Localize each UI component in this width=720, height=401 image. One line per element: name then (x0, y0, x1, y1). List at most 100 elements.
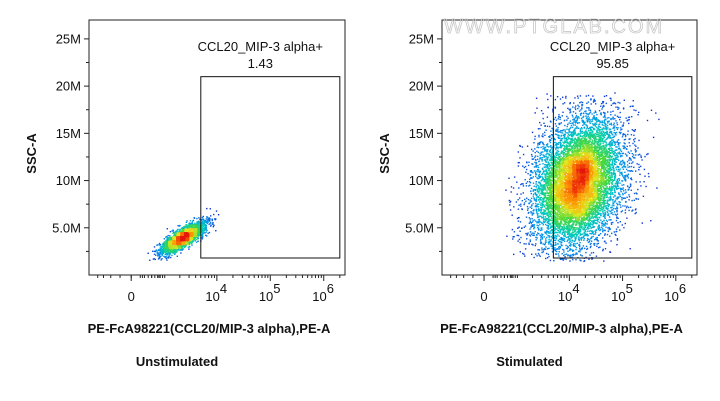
event-dot (537, 205, 539, 208)
event-dot (520, 205, 522, 207)
event-dot (535, 181, 537, 183)
event-dot (590, 99, 592, 101)
event-dot (607, 111, 609, 113)
gate-rectangle[interactable] (200, 76, 341, 259)
event-dot (622, 133, 624, 136)
event-dot (188, 243, 190, 245)
event-dot (614, 158, 616, 161)
event-dot (621, 152, 623, 155)
event-dot (620, 156, 622, 158)
event-dot (206, 216, 208, 218)
event-dot (201, 224, 203, 226)
event-dot (168, 243, 170, 245)
event-dot (608, 143, 610, 145)
event-dot (544, 248, 547, 250)
event-dot (160, 247, 162, 250)
event-dot (529, 228, 531, 230)
event-dot (606, 133, 609, 135)
event-dot (640, 165, 642, 168)
event-dot (633, 166, 635, 168)
event-dot (585, 123, 587, 126)
event-dot (159, 249, 161, 252)
event-dot (593, 220, 595, 223)
event-dot (550, 139, 552, 141)
event-dot (592, 95, 594, 97)
event-dot (188, 248, 190, 250)
event-dot (179, 242, 181, 244)
event-dot (575, 127, 577, 130)
event-dot (551, 226, 553, 228)
event-dot (203, 229, 205, 232)
event-dot (530, 225, 533, 227)
event-dot (539, 170, 542, 173)
event-dot (161, 258, 163, 260)
event-dot (582, 116, 584, 119)
event-dot (566, 253, 568, 255)
event-dot (195, 238, 198, 241)
event-dot (626, 155, 628, 157)
event-dot (579, 242, 581, 244)
event-dot (629, 185, 632, 188)
x-tick-label: 10 (205, 289, 219, 304)
event-dot (537, 128, 540, 130)
event-dot (617, 166, 619, 168)
event-dot (171, 238, 173, 241)
event-dot (198, 234, 200, 236)
event-dot (537, 233, 540, 235)
event-dot (163, 255, 165, 258)
event-dot (170, 248, 173, 250)
event-dot (182, 231, 184, 233)
event-dot (537, 155, 539, 158)
event-dot (170, 251, 172, 253)
event-dot (572, 119, 574, 121)
event-dot (532, 193, 535, 195)
event-dot (529, 235, 532, 237)
event-dot (558, 248, 560, 250)
event-dot (557, 136, 559, 138)
event-dot (577, 122, 579, 124)
event-dot (547, 231, 550, 233)
event-dot (560, 243, 562, 245)
event-dot (616, 217, 618, 219)
event-dot (614, 191, 616, 193)
event-dot (570, 122, 572, 125)
event-dot (551, 153, 553, 155)
event-dot (156, 249, 158, 251)
event-dot (617, 127, 619, 129)
event-dot (209, 217, 211, 220)
event-dot (168, 239, 170, 242)
event-dot (175, 251, 177, 254)
event-dot (555, 244, 557, 246)
event-dot (613, 102, 616, 104)
event-dot (158, 244, 161, 246)
event-dot (540, 242, 542, 245)
event-dot (190, 239, 192, 242)
event-dot (607, 122, 609, 124)
event-dot (545, 155, 547, 157)
event-dot (524, 248, 527, 250)
event-dot (575, 116, 577, 118)
event-dot (541, 205, 544, 207)
event-dot (174, 238, 176, 240)
event-dot (596, 113, 598, 116)
event-dot (599, 226, 601, 229)
event-dot (623, 165, 625, 167)
event-dot (596, 118, 598, 120)
event-dot (619, 229, 621, 231)
event-dot (537, 225, 540, 227)
event-dot (596, 238, 598, 241)
event-dot (615, 146, 617, 148)
event-dot (592, 226, 594, 228)
event-dot (582, 236, 585, 239)
event-dot (542, 135, 544, 138)
event-dot (631, 116, 633, 118)
event-dot (605, 128, 607, 131)
event-dot (529, 240, 531, 243)
event-dot (604, 122, 606, 125)
event-dot (215, 210, 218, 212)
x-tick-exponent: 6 (679, 281, 686, 296)
event-dot (631, 170, 634, 172)
event-dot (625, 168, 628, 171)
event-dot (589, 246, 592, 249)
event-dot (176, 230, 178, 232)
